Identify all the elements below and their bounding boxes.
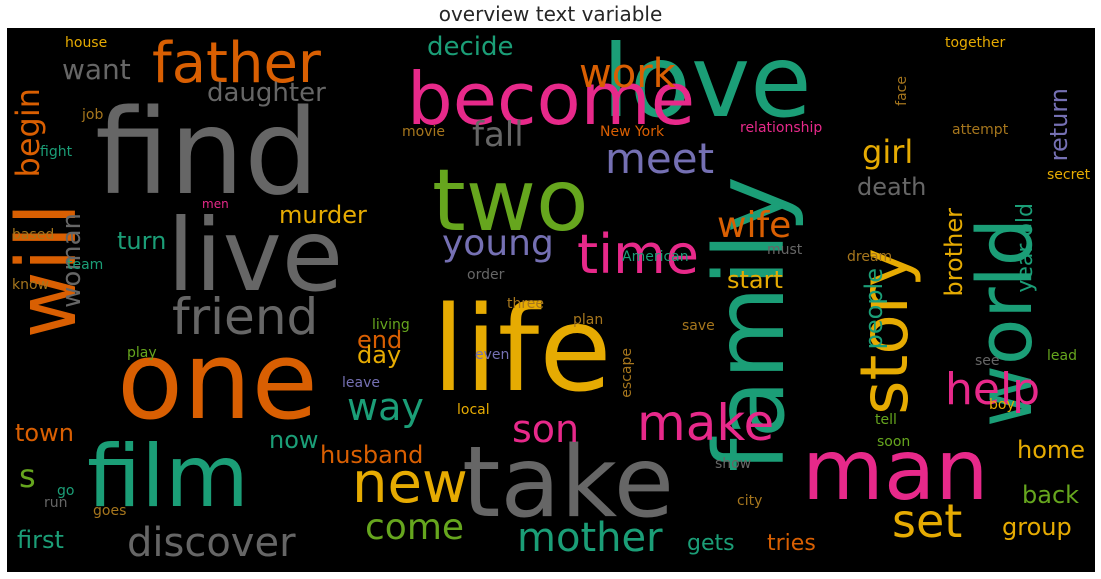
word-want: want bbox=[62, 53, 131, 86]
word-movie: movie bbox=[402, 124, 445, 140]
word-home: home bbox=[1017, 436, 1086, 464]
word-take: take bbox=[462, 426, 675, 540]
word-end: end bbox=[357, 326, 403, 354]
word-two: two bbox=[432, 151, 589, 251]
word-work: work bbox=[579, 51, 676, 97]
word-know: know bbox=[12, 277, 49, 293]
word-love: love bbox=[602, 28, 812, 140]
word-meet: meet bbox=[605, 134, 715, 183]
word-american: American bbox=[622, 249, 689, 265]
word-tell: tell bbox=[875, 412, 897, 428]
word-make: make bbox=[637, 394, 775, 452]
word-set: set bbox=[892, 494, 963, 548]
word-back: back bbox=[1022, 481, 1080, 509]
word-men: men bbox=[202, 197, 229, 211]
word-three: three bbox=[507, 296, 545, 312]
word-relationship: relationship bbox=[740, 120, 823, 136]
word-mother: mother bbox=[517, 515, 663, 561]
word-face: face bbox=[894, 76, 910, 106]
word-run: run bbox=[44, 495, 68, 511]
word-fall: fall bbox=[472, 115, 524, 155]
word-girl: girl bbox=[862, 133, 914, 171]
word-discover: discover bbox=[127, 520, 296, 566]
word-one: one bbox=[117, 319, 318, 444]
word-must: must bbox=[767, 242, 803, 258]
word-local: local bbox=[457, 402, 490, 418]
word-attempt: attempt bbox=[952, 122, 1009, 138]
word-goes: goes bbox=[93, 503, 127, 519]
word-order: order bbox=[467, 267, 505, 283]
word-secret: secret bbox=[1047, 167, 1091, 183]
word-way: way bbox=[347, 385, 424, 429]
word-help: help bbox=[945, 364, 1041, 415]
word-living: living bbox=[372, 317, 410, 333]
word-plan: plan bbox=[573, 312, 604, 328]
word-leave: leave bbox=[342, 375, 380, 391]
word-group: group bbox=[1002, 513, 1072, 541]
word-cloud: find life love one live take family film become t… bbox=[7, 28, 1095, 572]
word-new: new bbox=[352, 451, 468, 516]
word-father: father bbox=[152, 31, 321, 96]
word-tries: tries bbox=[767, 531, 816, 556]
word-even: even bbox=[475, 347, 510, 363]
word-day: day bbox=[357, 341, 402, 369]
word-new-york: New York bbox=[600, 124, 665, 140]
word-live: live bbox=[167, 197, 344, 314]
word-people: people bbox=[860, 268, 888, 350]
word-friend: friend bbox=[172, 288, 319, 346]
word-time: time bbox=[577, 223, 700, 286]
word-son: son bbox=[512, 407, 580, 451]
word-dream: dream bbox=[847, 249, 893, 265]
word-daughter: daughter bbox=[207, 78, 326, 108]
word-brother: brother bbox=[940, 208, 968, 297]
word-become: become bbox=[407, 57, 696, 141]
word-boy: boy bbox=[989, 397, 1015, 413]
word-town: town bbox=[15, 419, 74, 447]
word-find: find bbox=[95, 83, 320, 221]
word-first: first bbox=[17, 526, 64, 554]
word-death: death bbox=[857, 173, 927, 201]
word-lead: lead bbox=[1047, 348, 1077, 364]
word-husband: husband bbox=[320, 441, 424, 469]
word-city: city bbox=[737, 493, 763, 509]
word-begin: begin bbox=[9, 88, 47, 178]
word-decide: decide bbox=[427, 32, 514, 62]
word-young: young bbox=[442, 223, 554, 264]
word-film: film bbox=[87, 427, 249, 527]
word-see: see bbox=[975, 353, 1000, 369]
word-escape: escape bbox=[619, 348, 635, 398]
word-together: together bbox=[945, 35, 1006, 51]
word-start: start bbox=[727, 266, 783, 294]
word-wife: wife bbox=[717, 205, 792, 246]
word-turn: turn bbox=[117, 227, 167, 255]
word-man: man bbox=[802, 421, 989, 519]
word-now: now bbox=[269, 426, 319, 454]
word-job: job bbox=[82, 107, 104, 123]
word-fight: fight bbox=[40, 144, 73, 160]
word-go: go bbox=[57, 483, 75, 499]
word-show: show bbox=[715, 456, 752, 472]
word-save: save bbox=[682, 318, 715, 334]
word-based: based bbox=[12, 227, 55, 243]
chart-title: overview text variable bbox=[438, 2, 663, 26]
word-team: team bbox=[67, 257, 104, 273]
word-return: return bbox=[1045, 88, 1073, 162]
word-murder: murder bbox=[279, 201, 367, 229]
word-play: play bbox=[127, 345, 157, 361]
word-gets: gets bbox=[687, 531, 735, 556]
word-soon: soon bbox=[877, 434, 911, 450]
word-year-old: year old bbox=[1013, 203, 1038, 293]
word-come: come bbox=[365, 507, 465, 548]
word-life: life bbox=[432, 280, 612, 418]
word-house: house bbox=[65, 35, 108, 51]
word-s: s bbox=[19, 457, 36, 495]
